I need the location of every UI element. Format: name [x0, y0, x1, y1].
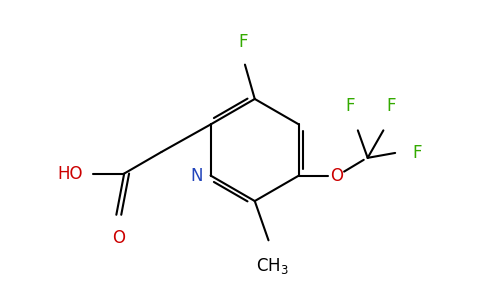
Text: CH$_3$: CH$_3$: [256, 256, 289, 276]
Text: HO: HO: [58, 165, 83, 183]
Text: F: F: [386, 97, 396, 115]
Text: N: N: [190, 167, 203, 184]
Text: O: O: [112, 229, 125, 247]
Text: O: O: [330, 167, 343, 184]
Text: F: F: [413, 144, 423, 162]
Text: F: F: [345, 97, 355, 115]
Text: F: F: [238, 33, 248, 51]
